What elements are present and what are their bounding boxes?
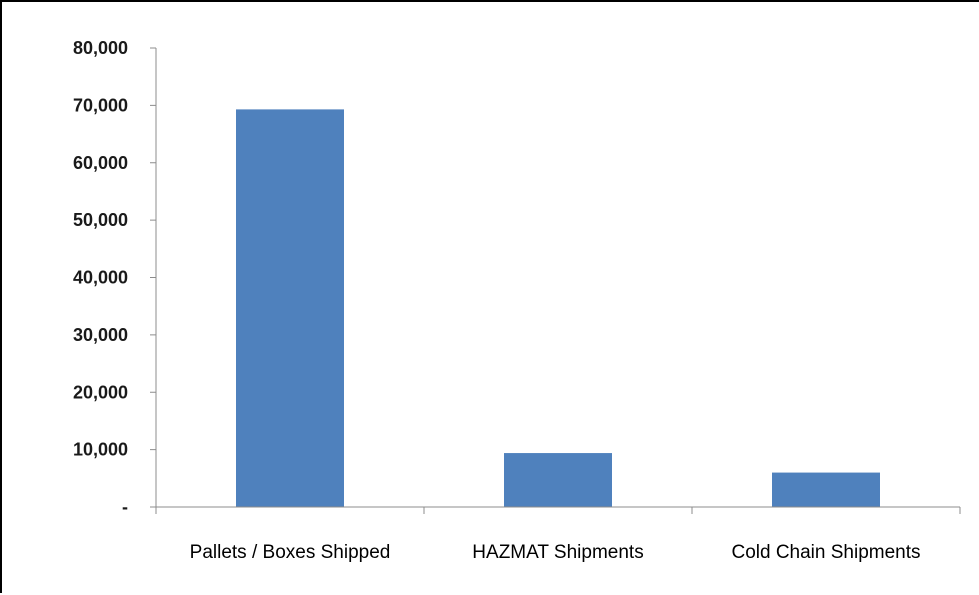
bar-hazmat-shipments bbox=[504, 453, 612, 507]
y-tick-label: 20,000 bbox=[73, 382, 128, 402]
bar-cold-chain-shipments bbox=[772, 472, 880, 507]
x-category-label: HAZMAT Shipments bbox=[472, 542, 643, 563]
x-category-label: Pallets / Boxes Shipped bbox=[190, 542, 391, 563]
x-category-label: Cold Chain Shipments bbox=[731, 542, 920, 563]
y-tick-label: 10,000 bbox=[73, 440, 128, 460]
y-tick-label: 70,000 bbox=[73, 95, 128, 115]
y-tick-label: 50,000 bbox=[73, 210, 128, 230]
y-tick-label: - bbox=[122, 497, 128, 517]
x-axis-ticks bbox=[155, 507, 961, 514]
y-axis-ticks: - 10,000 20,000 30,000 40,000 50,000 60,000 70,… bbox=[73, 38, 156, 517]
y-tick-label: 80,000 bbox=[73, 38, 128, 58]
y-tick-label: 60,000 bbox=[73, 153, 128, 173]
bars bbox=[236, 109, 880, 508]
bar-pallets-boxes-shipped bbox=[236, 109, 344, 508]
y-tick-label: 40,000 bbox=[73, 268, 128, 288]
x-axis-category-labels: Pallets / Boxes Shipped HAZMAT Shipments C… bbox=[190, 542, 921, 563]
y-tick-label: 30,000 bbox=[73, 325, 128, 345]
